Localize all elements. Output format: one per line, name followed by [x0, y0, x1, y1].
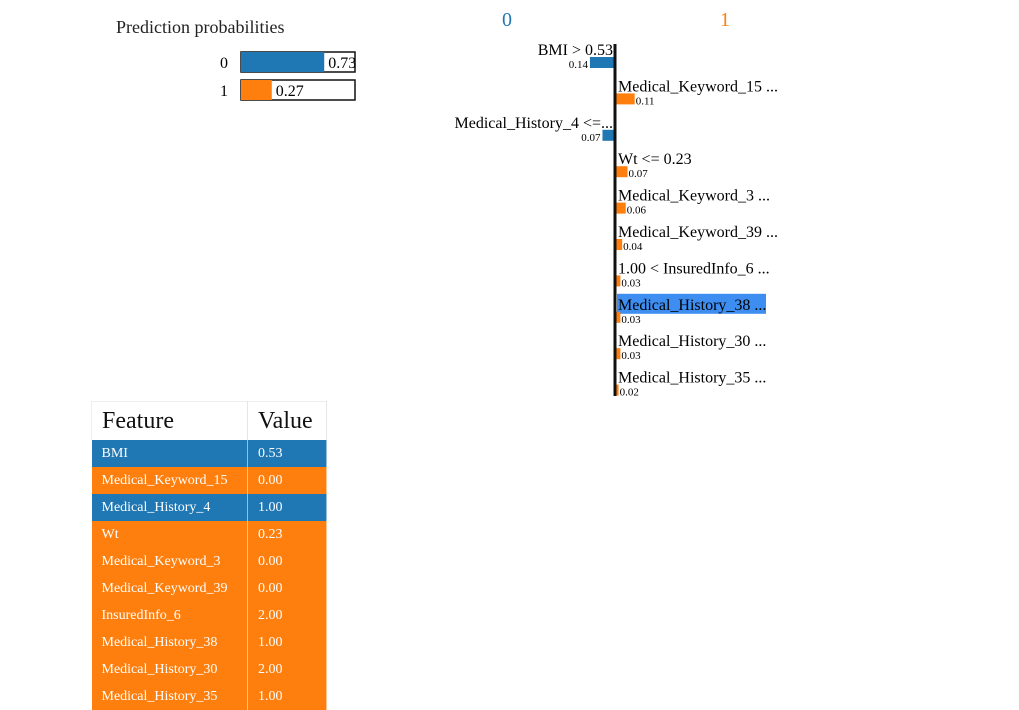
table-row: Medical_History_38 1.00 — [91, 629, 327, 656]
prob-bar-fill — [241, 52, 325, 72]
explanation-bars: BMI > 0.530.14 Medical_Keyword_15 ...0.11… — [455, 42, 778, 399]
bar-value-label: 0.11 — [636, 95, 655, 107]
prob-value-label: 0.73 — [328, 55, 356, 72]
bar — [602, 129, 615, 141]
value-cell: 0.00 — [247, 548, 327, 575]
table-row: InsuredInfo_6 2.00 — [91, 602, 327, 629]
feature-cell: Medical_Keyword_39 — [91, 575, 248, 602]
bar-label: BMI > 0.53 — [538, 42, 613, 59]
value-cell: 2.00 — [247, 602, 327, 629]
table-row: Wt 0.23 — [91, 521, 327, 548]
feature-cell: Medical_History_30 — [91, 656, 248, 683]
bar — [615, 239, 623, 250]
highlighted-label-background — [617, 293, 766, 314]
table-row: Medical_History_35 1.00 — [91, 683, 327, 710]
feature-value-table: Feature Value BMI 0.53 Medical_Keyword_15 0… — [91, 401, 327, 710]
bar — [615, 166, 628, 178]
bar — [615, 275, 621, 287]
bar-label: Medical_Keyword_39 ... — [618, 224, 778, 241]
value-cell: 0.23 — [247, 521, 327, 548]
probability-bars: 0 0.73 1 0.27 — [220, 51, 356, 101]
bar — [615, 202, 626, 214]
feature-cell: BMI — [91, 440, 248, 467]
bar-value-label: 0.04 — [623, 241, 643, 253]
bar-value-label: 0.03 — [621, 314, 641, 326]
bar-value-label: 0.14 — [569, 59, 589, 71]
value-cell: 1.00 — [247, 629, 327, 656]
feature-cell: Medical_History_35 — [91, 683, 248, 710]
bar-value-label: 0.06 — [627, 205, 647, 217]
explanation-chart: 0 1 BMI > 0.530.14 Medical_Keyword_15 ...… — [455, 9, 778, 399]
table-row: Medical_Keyword_15 0.00 — [91, 467, 327, 494]
bar — [615, 93, 635, 105]
bar-value-label: 0.03 — [621, 277, 641, 289]
feature-cell: Medical_History_4 — [91, 494, 248, 521]
bar — [615, 384, 619, 396]
feature-cell: Medical_Keyword_15 — [91, 467, 248, 494]
table-row: Medical_History_4 1.00 — [91, 494, 327, 521]
bar — [589, 57, 615, 68]
table-row: Medical_Keyword_39 0.00 — [91, 575, 327, 602]
bar-label: Wt <= 0.23 — [618, 151, 692, 168]
value-cell: 0.00 — [247, 575, 327, 602]
prob-class-label: 0 — [220, 55, 228, 72]
table-row: Medical_Keyword_3 0.00 — [91, 548, 327, 575]
bar — [615, 348, 621, 360]
bar-label: Medical_History_38 ... — [618, 297, 766, 314]
table-header-row: Feature Value — [91, 401, 327, 440]
table-body: BMI 0.53 Medical_Keyword_15 0.00 Medical_His… — [91, 440, 327, 710]
feature-cell: Medical_Keyword_3 — [91, 548, 248, 575]
feature-cell: Medical_History_38 — [91, 629, 248, 656]
bar-label: Medical_Keyword_3 ... — [618, 188, 770, 205]
prob-bar-fill — [241, 80, 272, 100]
value-cell: 1.00 — [247, 683, 327, 710]
bar — [615, 311, 621, 323]
prob-value-label: 0.27 — [276, 83, 304, 100]
prediction-probabilities-title: Prediction probabilities — [116, 17, 284, 37]
bar-label: 1.00 < InsuredInfo_6 ... — [618, 260, 770, 277]
class-label-1: 1 — [720, 9, 730, 31]
bar-value-label: 0.02 — [620, 387, 639, 399]
value-cell: 1.00 — [247, 494, 327, 521]
feature-cell: InsuredInfo_6 — [91, 602, 248, 629]
bar-label: Medical_History_30 ... — [618, 333, 766, 350]
feature-cell: Wt — [91, 521, 248, 548]
bar-label: Medical_History_4 <=... — [455, 115, 613, 132]
table-row: Medical_History_30 2.00 — [91, 656, 327, 683]
table-row: BMI 0.53 — [91, 440, 327, 467]
bar-label: Medical_History_35 ... — [618, 370, 766, 387]
bar-value-label: 0.07 — [581, 132, 601, 144]
prediction-probabilities-panel: Prediction probabilities 0 0.73 1 0.27 — [116, 17, 356, 101]
bar-value-label: 0.03 — [621, 350, 641, 362]
value-cell: 2.00 — [247, 656, 327, 683]
bar-value-label: 0.07 — [629, 168, 649, 180]
prob-class-label: 1 — [220, 83, 228, 100]
class-label-0: 0 — [502, 9, 512, 31]
feature-column-header: Feature — [91, 401, 248, 440]
value-cell: 0.53 — [247, 440, 327, 467]
value-column-header: Value — [247, 401, 327, 440]
bar-label: Medical_Keyword_15 ... — [618, 78, 778, 95]
value-cell: 0.00 — [247, 467, 327, 494]
